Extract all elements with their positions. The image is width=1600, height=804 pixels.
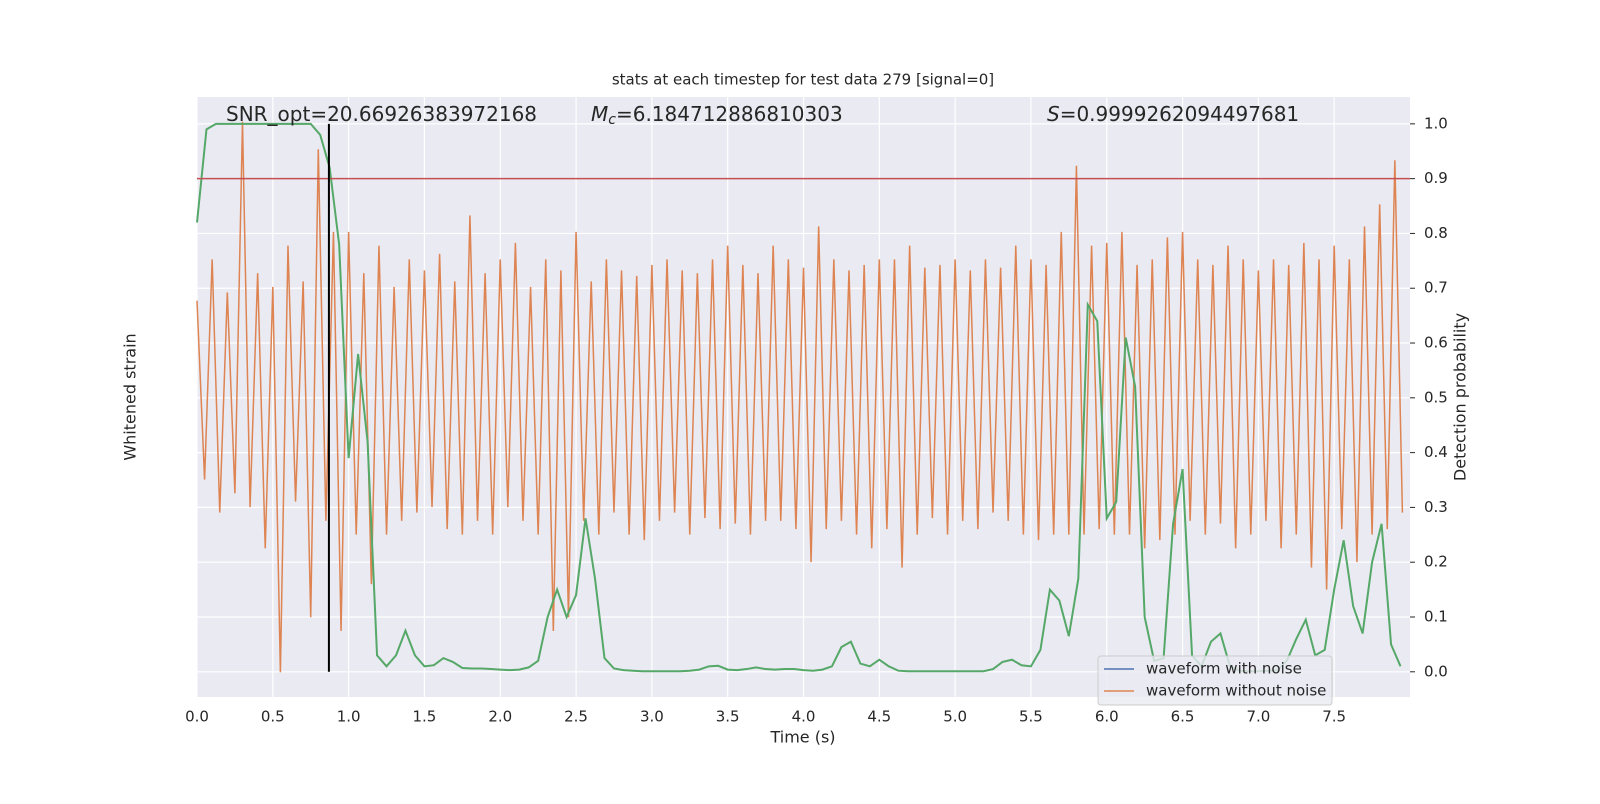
x-tick-label: 3.5 bbox=[716, 708, 740, 726]
annotation-part: c bbox=[608, 112, 616, 128]
x-tick-label: 7.0 bbox=[1246, 708, 1270, 726]
y2-tick-label: 1.0 bbox=[1424, 114, 1448, 132]
y2-tick-label: 0.2 bbox=[1424, 553, 1448, 571]
x-tick-label: 5.5 bbox=[1019, 708, 1043, 726]
y2-tick-label: 0.5 bbox=[1424, 388, 1448, 406]
x-tick-label: 4.5 bbox=[867, 708, 891, 726]
y2-tick-label: 0.4 bbox=[1424, 443, 1448, 461]
y2-tick-label: 0.3 bbox=[1424, 498, 1448, 516]
annotation: Mc=6.184712886810303 bbox=[591, 102, 843, 129]
x-tick-label: 3.0 bbox=[640, 708, 664, 726]
y2-tick-label: 0.7 bbox=[1424, 279, 1448, 297]
x-tick-label: 0.5 bbox=[261, 708, 285, 726]
x-tick-label: 7.5 bbox=[1322, 708, 1346, 726]
x-tick-label: 6.5 bbox=[1171, 708, 1195, 726]
y2-tick-label: 0.9 bbox=[1424, 169, 1448, 187]
y2-tick-label: 0.1 bbox=[1424, 608, 1448, 626]
legend bbox=[1097, 655, 1333, 706]
y2-tick-label: 0.8 bbox=[1424, 224, 1448, 242]
series-line bbox=[196, 121, 1404, 673]
x-tick-label: 0.0 bbox=[185, 708, 209, 726]
x-tick-label: 1.5 bbox=[413, 708, 437, 726]
annotation: SNR_opt=20.66926383972168 bbox=[226, 102, 537, 126]
legend-label: waveform without noise bbox=[1146, 682, 1326, 700]
annotation-part: S bbox=[1047, 102, 1060, 126]
x-tick-label: 6.0 bbox=[1095, 708, 1119, 726]
x-tick-label: 1.0 bbox=[337, 708, 361, 726]
y2-tick-label: 0.6 bbox=[1424, 334, 1448, 352]
annotation-part: SNR_opt=20.66926383972168 bbox=[226, 102, 537, 126]
x-axis-label: Time (s) bbox=[769, 728, 835, 747]
y2-axis-label: Detection probability bbox=[1451, 313, 1470, 481]
x-tick-label: 2.5 bbox=[564, 708, 588, 726]
annotation: S=0.9999262094497681 bbox=[1047, 102, 1299, 126]
y2-tick-label: 0.0 bbox=[1424, 662, 1448, 680]
x-tick-label: 5.0 bbox=[943, 708, 967, 726]
chart-title: stats at each timestep for test data 279… bbox=[612, 71, 994, 89]
legend-label: waveform with noise bbox=[1146, 660, 1302, 678]
x-tick-label: 2.0 bbox=[488, 708, 512, 726]
annotation-part: =0.9999262094497681 bbox=[1060, 102, 1299, 126]
y-axis-label: Whitened strain bbox=[121, 333, 140, 460]
x-tick-label: 4.0 bbox=[792, 708, 816, 726]
annotation-part: =6.184712886810303 bbox=[616, 102, 843, 126]
annotation-part: M bbox=[591, 102, 608, 126]
